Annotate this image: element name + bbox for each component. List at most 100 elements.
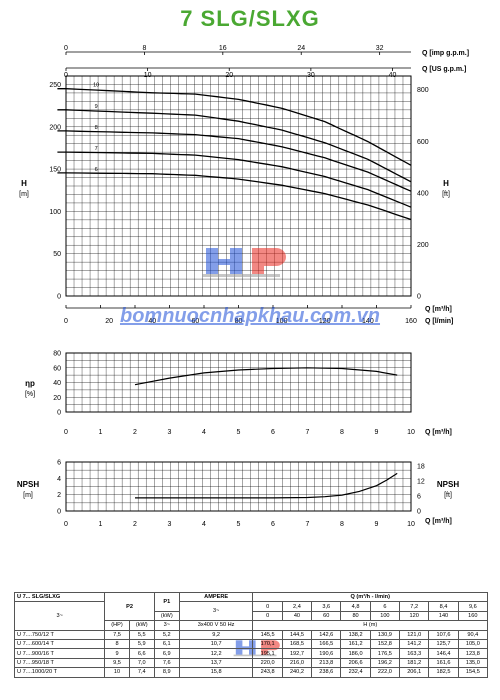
head-value-cell: 216,0 [281, 657, 313, 669]
head-ytick-label: 100 [49, 209, 61, 216]
npsh-ytick-label: 2 [57, 492, 61, 499]
head-value-cell: 168,5 [281, 638, 313, 650]
head-y2tick-label: 200 [417, 242, 429, 249]
q-lmin-cell: 60 [311, 610, 342, 622]
npsh-y2tick-label: 12 [417, 479, 425, 486]
performance-table: U 7... SLG/SLXG P2 P1 AMPERE Q (m³/h - l/min… [13, 591, 489, 678]
head-value-cell: 138,2 [340, 629, 371, 640]
h-header: H (m) [252, 620, 488, 631]
hp-logo-h-left [206, 248, 218, 276]
q-m3h-cell: 3,6 [311, 601, 342, 612]
head-value-cell: 107,6 [428, 629, 459, 640]
head-curve-label: 10 [93, 83, 99, 89]
head-curve [57, 88, 412, 166]
eff-xtick-label: 10 [407, 429, 415, 436]
eff-xtick-label: 2 [133, 429, 137, 436]
p1-cell: 8,9 [153, 667, 180, 678]
head-value-cell: 213,8 [311, 657, 342, 669]
ampere-header: AMPERE [178, 591, 254, 603]
kw-cell: 7,4 [128, 667, 155, 678]
head-y2tick-label: 800 [417, 87, 429, 94]
npsh-xtick-label: 7 [306, 521, 310, 528]
npsh-xtick-label: 8 [340, 521, 344, 528]
head-curve [57, 151, 412, 208]
eff-xtick-label: 3 [168, 429, 172, 436]
ampere-cell: 12,2 [178, 648, 254, 659]
q-lmin-cell: 120 [399, 610, 430, 622]
head-xtick-label: 0 [64, 318, 68, 325]
npsh-y2tick-label: 0 [417, 509, 421, 516]
npsh-y2tick-label: 6 [417, 494, 421, 501]
npsh-ytick-label: 4 [57, 476, 61, 483]
head-xtick-label: 120 [319, 318, 331, 325]
eff-xtick-label: 5 [237, 429, 241, 436]
head-ytick-label: 200 [49, 124, 61, 131]
watermark-logo [202, 248, 286, 277]
head-value-cell: 123,8 [457, 648, 489, 659]
top-axis-label-imp: Q [imp g.p.m.] [422, 50, 469, 57]
eff-xtick-label: 4 [202, 429, 206, 436]
q-lmin-cell: 100 [369, 610, 401, 622]
q-m3h-cell: 0 [252, 601, 283, 612]
model-cell: U 7....900/16 T [13, 648, 106, 659]
head-value-cell: 145,5 [252, 629, 283, 640]
head-curve-label: 9 [95, 104, 98, 110]
eff-ytick-label: 0 [57, 410, 61, 417]
p1-header: P1 [153, 592, 180, 612]
head-xtick-label: 140 [362, 318, 374, 325]
kw-cell: 6,6 [128, 648, 155, 659]
hp-cell: 9,5 [104, 657, 130, 669]
table-row: U 7....1000/20 T 10 7,4 8,9 15,8 243,8 240,2 23… [13, 667, 489, 678]
table-row: U 7....600/14 T 8 5,9 6,1 10,7 170,1 168,5 166,… [13, 638, 489, 650]
head-value-cell: 232,4 [340, 667, 371, 678]
eff-xtick-label: 9 [375, 429, 379, 436]
head-value-cell: 161,6 [428, 657, 459, 669]
chart-title: 7 SLG/SLXG [180, 6, 320, 31]
head-value-cell: 220,0 [252, 657, 283, 669]
hp-unit: (HP) [104, 620, 130, 631]
hp-cell: 9 [104, 648, 130, 659]
top-tick-label-imp: 32 [376, 45, 384, 52]
head-value-cell: 121,0 [399, 629, 430, 640]
ampere-cell: 9,2 [178, 629, 254, 640]
npsh-xtick-label: 5 [237, 521, 241, 528]
head-value-cell: 105,0 [457, 638, 489, 650]
head-value-cell: 90,4 [457, 629, 489, 640]
head-value-cell: 154,5 [457, 667, 489, 678]
top-tick-label-imp: 0 [64, 45, 68, 52]
head-value-cell: 161,2 [340, 638, 371, 650]
head-value-cell: 240,2 [281, 667, 313, 678]
eff-ytick-label: 20 [53, 395, 61, 402]
phase-header: 3~ [13, 601, 106, 631]
model-header: U 7... SLG/SLXG [13, 591, 106, 603]
head-value-cell: 152,8 [369, 638, 401, 650]
head-value-cell: 166,5 [311, 638, 342, 650]
top-tick-label-us: 20 [225, 72, 233, 79]
head-value-cell: 196,2 [369, 657, 401, 669]
voltage-cell: 3x400 V 50 Hz [178, 620, 254, 631]
ampere-cell: 15,8 [178, 667, 254, 678]
npsh-curve [135, 472, 398, 499]
npsh-ytick-label: 0 [57, 509, 61, 516]
head-xtick-label: 100 [276, 318, 288, 325]
head-value-cell: 190,6 [311, 648, 342, 659]
head-value-cell: 135,0 [457, 657, 489, 669]
npsh-ylabel-unit: [m] [23, 492, 33, 499]
table-row: 3~ 3~ 0 2,4 3,6 4,8 6 7,2 8,4 9,6 [13, 601, 489, 631]
hp-logo-shadow [202, 274, 280, 277]
head-value-cell: 206,6 [340, 657, 371, 669]
npsh-xtick-label: 0 [64, 521, 68, 528]
q-lmin-cell: 140 [428, 610, 459, 622]
head-value-cell: 141,2 [399, 638, 430, 650]
head-ytick-label: 150 [49, 167, 61, 174]
top-tick-label-imp: 16 [219, 45, 227, 52]
eff-xtick-label: 0 [64, 429, 68, 436]
eff-xtick-label: 8 [340, 429, 344, 436]
q-m3h-cell: 7,2 [399, 601, 430, 612]
q-m3h-cell: 4,8 [340, 601, 371, 612]
kw-unit: (kW) [128, 620, 155, 631]
top-axis-label-us: Q [US g.p.m.] [422, 66, 466, 73]
head-value-cell: 182,5 [428, 667, 459, 678]
kw-cell: 5,5 [128, 629, 155, 640]
hp-cell: 8 [104, 638, 130, 650]
